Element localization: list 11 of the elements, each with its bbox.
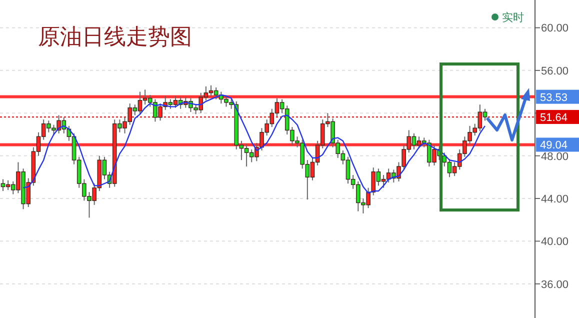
y-tick-label: 56.00 bbox=[541, 65, 569, 78]
text: 原油日线走势图 bbox=[38, 25, 192, 50]
ref-line-label: 49.04 bbox=[540, 140, 568, 152]
ref-line-label: 51.64 bbox=[540, 112, 568, 124]
y-tick-label: 48.00 bbox=[541, 150, 569, 163]
y-tick-label: 44.00 bbox=[541, 193, 569, 206]
text: 实时 bbox=[502, 11, 524, 24]
y-tick-label: 60.00 bbox=[541, 22, 569, 35]
y-tick-label: 36.00 bbox=[541, 278, 569, 291]
ref-line-label: 53.53 bbox=[540, 92, 568, 104]
y-tick-label: 40.00 bbox=[541, 236, 569, 248]
